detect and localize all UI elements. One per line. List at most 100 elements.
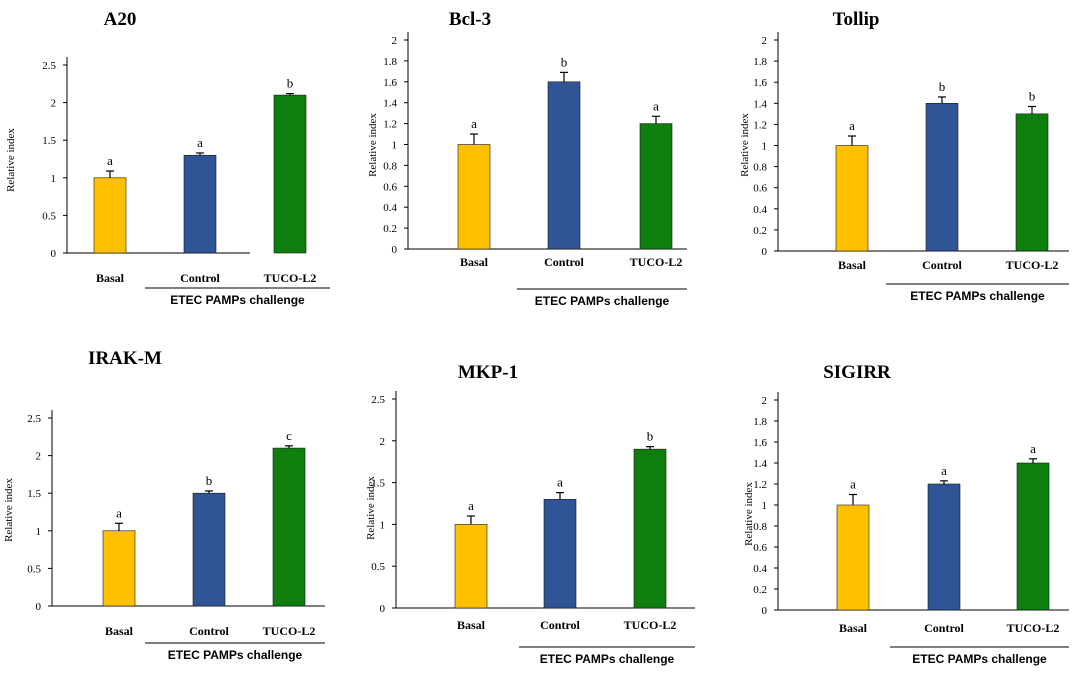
y-tick-label: 0.4 (753, 563, 767, 575)
y-tick-label: 0 (36, 601, 42, 613)
y-tick-label: 0.8 (753, 162, 767, 174)
chart-panel-sigirr: SIGIRR 0 0.2 0.4 0.6 0.8 1 1.2 1.4 1.6 1.8 2 Relativ… (743, 362, 1069, 666)
significance-letter: b (939, 79, 946, 94)
significance-letter: c (286, 428, 292, 443)
category-label: TUCO-L2 (263, 624, 316, 638)
chart-panel-irak-m: IRAK-M 0 0.5 1 1.5 2 2.5 Relative index a Basal b C… (3, 348, 325, 662)
chart-panel-tollip: Tollip 0 0.2 0.4 0.6 0.8 1 1.2 1.4 1.6 1.8 2 Relativ… (739, 9, 1069, 303)
group-label: ETEC PAMPs challenge (170, 293, 305, 307)
chart-title: SIGIRR (823, 362, 891, 383)
y-tick-label: 1.5 (27, 488, 41, 500)
y-tick-label: 2 (36, 451, 42, 463)
significance-letter: a (557, 475, 563, 490)
category-label: Basal (105, 624, 134, 638)
category-label: Basal (838, 258, 867, 272)
y-tick-label: 0.4 (753, 204, 767, 216)
y-axis-label: Relative index (739, 113, 751, 177)
category-label: TUCO-L2 (1007, 621, 1060, 635)
category-label: TUCO-L2 (1006, 258, 1059, 272)
y-tick-label: 0.6 (753, 542, 767, 554)
y-tick-label: 2 (392, 35, 398, 47)
y-tick-label: 1 (762, 500, 768, 512)
bar-tuco-l2 (1016, 462, 1050, 611)
y-tick-label: 0.5 (27, 563, 41, 575)
y-tick-label: 0.5 (371, 561, 385, 573)
bar-tuco-l2 (639, 123, 673, 250)
chart-title: IRAK-M (88, 348, 162, 369)
bar-basal (836, 504, 870, 611)
y-axis-label: Relative index (743, 482, 755, 546)
category-label: Basal (839, 621, 868, 635)
y-tick-label: 2 (762, 395, 768, 407)
y-tick-label: 1.4 (753, 98, 767, 110)
significance-letter: a (653, 98, 659, 113)
category-label: Control (180, 271, 220, 285)
significance-letter: b (1029, 88, 1036, 103)
y-tick-label: 1.8 (753, 416, 767, 428)
y-tick-label: 0.8 (383, 160, 397, 172)
y-tick-label: 0.8 (753, 521, 767, 533)
bar-control (547, 81, 581, 250)
y-tick-label: 0.2 (383, 223, 397, 235)
y-tick-label: 0.2 (753, 225, 767, 237)
significance-letter: a (941, 463, 947, 478)
chart-title: Tollip (833, 9, 880, 30)
y-tick-label: 1.4 (753, 458, 767, 470)
y-tick-label: 0.6 (383, 181, 397, 193)
bar-tuco-l2 (633, 448, 667, 609)
significance-letter: a (471, 116, 477, 131)
significance-letter: b (647, 429, 654, 444)
group-label: ETEC PAMPs challenge (540, 652, 675, 666)
y-tick-label: 1 (36, 526, 42, 538)
y-tick-label: 0.2 (753, 584, 767, 596)
significance-letter: a (1030, 441, 1036, 456)
y-tick-label: 1.6 (383, 77, 397, 89)
chart-panel-bcl-3: Bcl-3 0 0.2 0.4 0.6 0.8 1 1.2 1.4 1.6 1.8 2 Relative… (367, 9, 687, 308)
chart-panel-mkp-1: MKP-1 0 0.5 1 1.5 2 2.5 Relative index a Basal a Co… (365, 362, 695, 666)
bar-tuco-l2 (272, 447, 306, 607)
significance-letter: b (206, 473, 213, 488)
y-tick-label: 0 (762, 605, 768, 617)
bar-basal (835, 145, 869, 252)
bar-control (192, 492, 226, 607)
significance-letter: a (116, 505, 122, 520)
group-label: ETEC PAMPs challenge (910, 289, 1045, 303)
category-label: TUCO-L2 (630, 255, 683, 269)
significance-letter: a (850, 477, 856, 492)
group-label: ETEC PAMPs challenge (912, 652, 1047, 666)
y-axis-label: Relative index (365, 476, 377, 540)
y-tick-label: 1.4 (383, 98, 397, 110)
y-tick-label: 1 (51, 173, 57, 185)
y-tick-label: 2 (51, 98, 57, 110)
category-label: TUCO-L2 (264, 271, 317, 285)
y-tick-label: 0 (762, 246, 768, 258)
y-tick-label: 1.6 (753, 77, 767, 89)
category-label: Control (922, 258, 962, 272)
bar-control (927, 483, 961, 611)
y-tick-label: 1 (762, 141, 768, 153)
significance-letter: b (561, 54, 568, 69)
significance-letter: a (849, 118, 855, 133)
y-tick-label: 0.6 (753, 183, 767, 195)
bar-basal (454, 524, 488, 609)
y-tick-label: 1.2 (753, 479, 767, 491)
y-tick-label: 1.5 (42, 135, 56, 147)
bar-basal (93, 177, 127, 254)
y-tick-label: 1.8 (383, 56, 397, 68)
y-axis-label: Relative index (367, 113, 379, 177)
y-tick-label: 1 (380, 519, 386, 531)
category-label: Control (540, 618, 580, 632)
significance-letter: a (107, 153, 113, 168)
group-label: ETEC PAMPs challenge (168, 648, 303, 662)
chart-title: MKP-1 (458, 362, 518, 383)
bar-tuco-l2 (1015, 113, 1049, 252)
y-tick-label: 0 (392, 244, 398, 256)
category-label: Control (544, 255, 584, 269)
y-tick-label: 1.6 (753, 437, 767, 449)
y-tick-label: 2.5 (371, 394, 385, 406)
bar-control (543, 499, 577, 609)
significance-letter: a (197, 135, 203, 150)
y-axis-label: Relative index (3, 478, 15, 542)
chart-title: Bcl-3 (449, 9, 491, 30)
